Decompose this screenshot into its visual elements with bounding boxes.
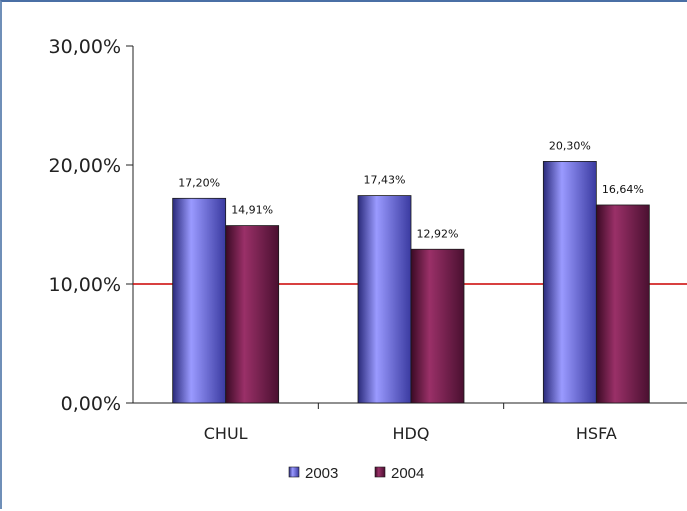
legend-swatch [288,466,300,478]
legend: 2003 2004 [288,465,424,482]
data-label: 20,30% [549,139,591,152]
x-category-label: HDQ [393,424,430,443]
data-label: 17,20% [178,176,220,189]
data-label: 14,91% [231,204,273,217]
legend-swatch [374,466,386,478]
bar-2004-CHUL [225,225,280,404]
bar-2003-CHUL [172,197,227,404]
y-tick-label: 0,00% [61,393,121,415]
x-category-label: CHUL [204,424,248,443]
data-labels: 17,20% 14,91% 17,43% 12,92% 20,30% 16,64% [178,139,644,240]
legend-label: 2003 [305,465,338,482]
bar-2003-HSFA [542,161,597,404]
data-label: 17,43% [364,174,406,187]
bar-2003-HDQ [357,195,412,404]
data-label: 12,92% [417,227,459,240]
bars [172,161,650,404]
x-category-label: HSFA [576,424,617,443]
bar-2004-HDQ [410,248,465,404]
y-tick-label: 30,00% [49,36,121,58]
bar-2004-HSFA [595,204,650,404]
y-tick-label: 10,00% [49,274,121,296]
data-label: 16,64% [602,183,644,196]
axes: 0,00% 10,00% 20,00% 30,00% CHUL HDQ HSFA [49,36,687,443]
y-tick-label: 20,00% [49,155,121,177]
legend-label: 2004 [391,465,424,482]
